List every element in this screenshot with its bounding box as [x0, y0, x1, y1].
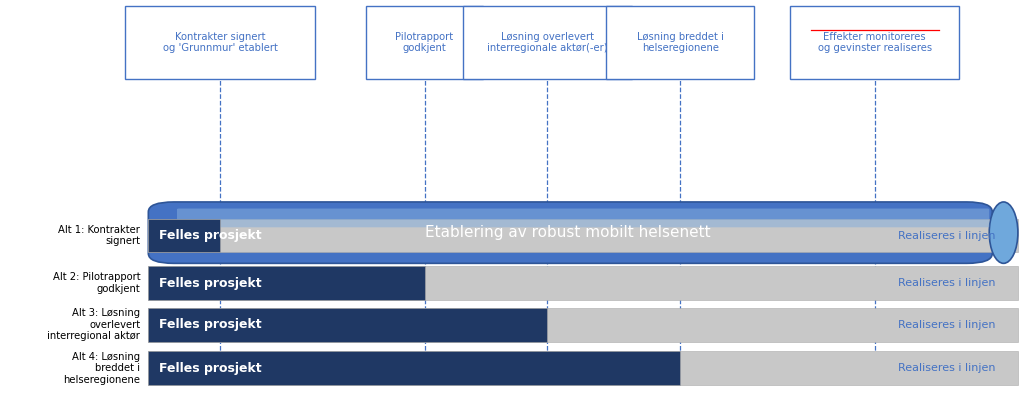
Text: Kontrakter signert
og 'Grunnmur' etablert: Kontrakter signert og 'Grunnmur' etabler…: [163, 32, 277, 53]
FancyBboxPatch shape: [366, 6, 483, 79]
Bar: [148, 308, 547, 341]
Text: Alt 4: Løsning
breddet i
helseregionene: Alt 4: Løsning breddet i helseregionene: [63, 352, 140, 385]
Bar: [148, 219, 1018, 253]
FancyBboxPatch shape: [606, 6, 755, 79]
FancyBboxPatch shape: [790, 6, 960, 79]
Text: Alt 1: Kontrakter
signert: Alt 1: Kontrakter signert: [58, 225, 140, 246]
Text: Realiseres i linjen: Realiseres i linjen: [897, 230, 995, 241]
Text: Løsning overlevert
interregionale aktør(-er): Løsning overlevert interregionale aktør(…: [487, 32, 608, 53]
Text: Felles prosjekt: Felles prosjekt: [159, 277, 261, 289]
FancyBboxPatch shape: [462, 6, 632, 79]
Bar: [148, 352, 680, 385]
FancyBboxPatch shape: [125, 6, 315, 79]
Bar: [148, 308, 1018, 341]
Bar: [148, 266, 1018, 300]
Bar: [148, 352, 1018, 385]
Text: Felles prosjekt: Felles prosjekt: [159, 362, 261, 375]
Text: Felles prosjekt: Felles prosjekt: [159, 229, 261, 242]
Bar: [148, 266, 425, 300]
Text: Realiseres i linjen: Realiseres i linjen: [897, 320, 995, 330]
FancyBboxPatch shape: [177, 209, 989, 227]
Text: Etablering av robust mobilt helsenett: Etablering av robust mobilt helsenett: [425, 225, 711, 240]
Text: Felles prosjekt: Felles prosjekt: [159, 318, 261, 331]
Ellipse shape: [989, 202, 1018, 263]
Text: Realiseres i linjen: Realiseres i linjen: [897, 363, 995, 373]
Text: Løsning breddet i
helseregionene: Løsning breddet i helseregionene: [637, 32, 723, 53]
Text: Effekter monitoreres
og gevinster realiseres: Effekter monitoreres og gevinster realis…: [817, 32, 932, 53]
Text: Pilotrapport
godkjent: Pilotrapport godkjent: [396, 32, 453, 53]
Text: Alt 2: Pilotrapport
godkjent: Alt 2: Pilotrapport godkjent: [52, 272, 140, 294]
Bar: [148, 219, 220, 253]
FancyBboxPatch shape: [148, 202, 992, 263]
Text: Alt 3: Løsning
overlevert
interregional aktør: Alt 3: Løsning overlevert interregional …: [47, 308, 140, 341]
Text: Realiseres i linjen: Realiseres i linjen: [897, 278, 995, 288]
